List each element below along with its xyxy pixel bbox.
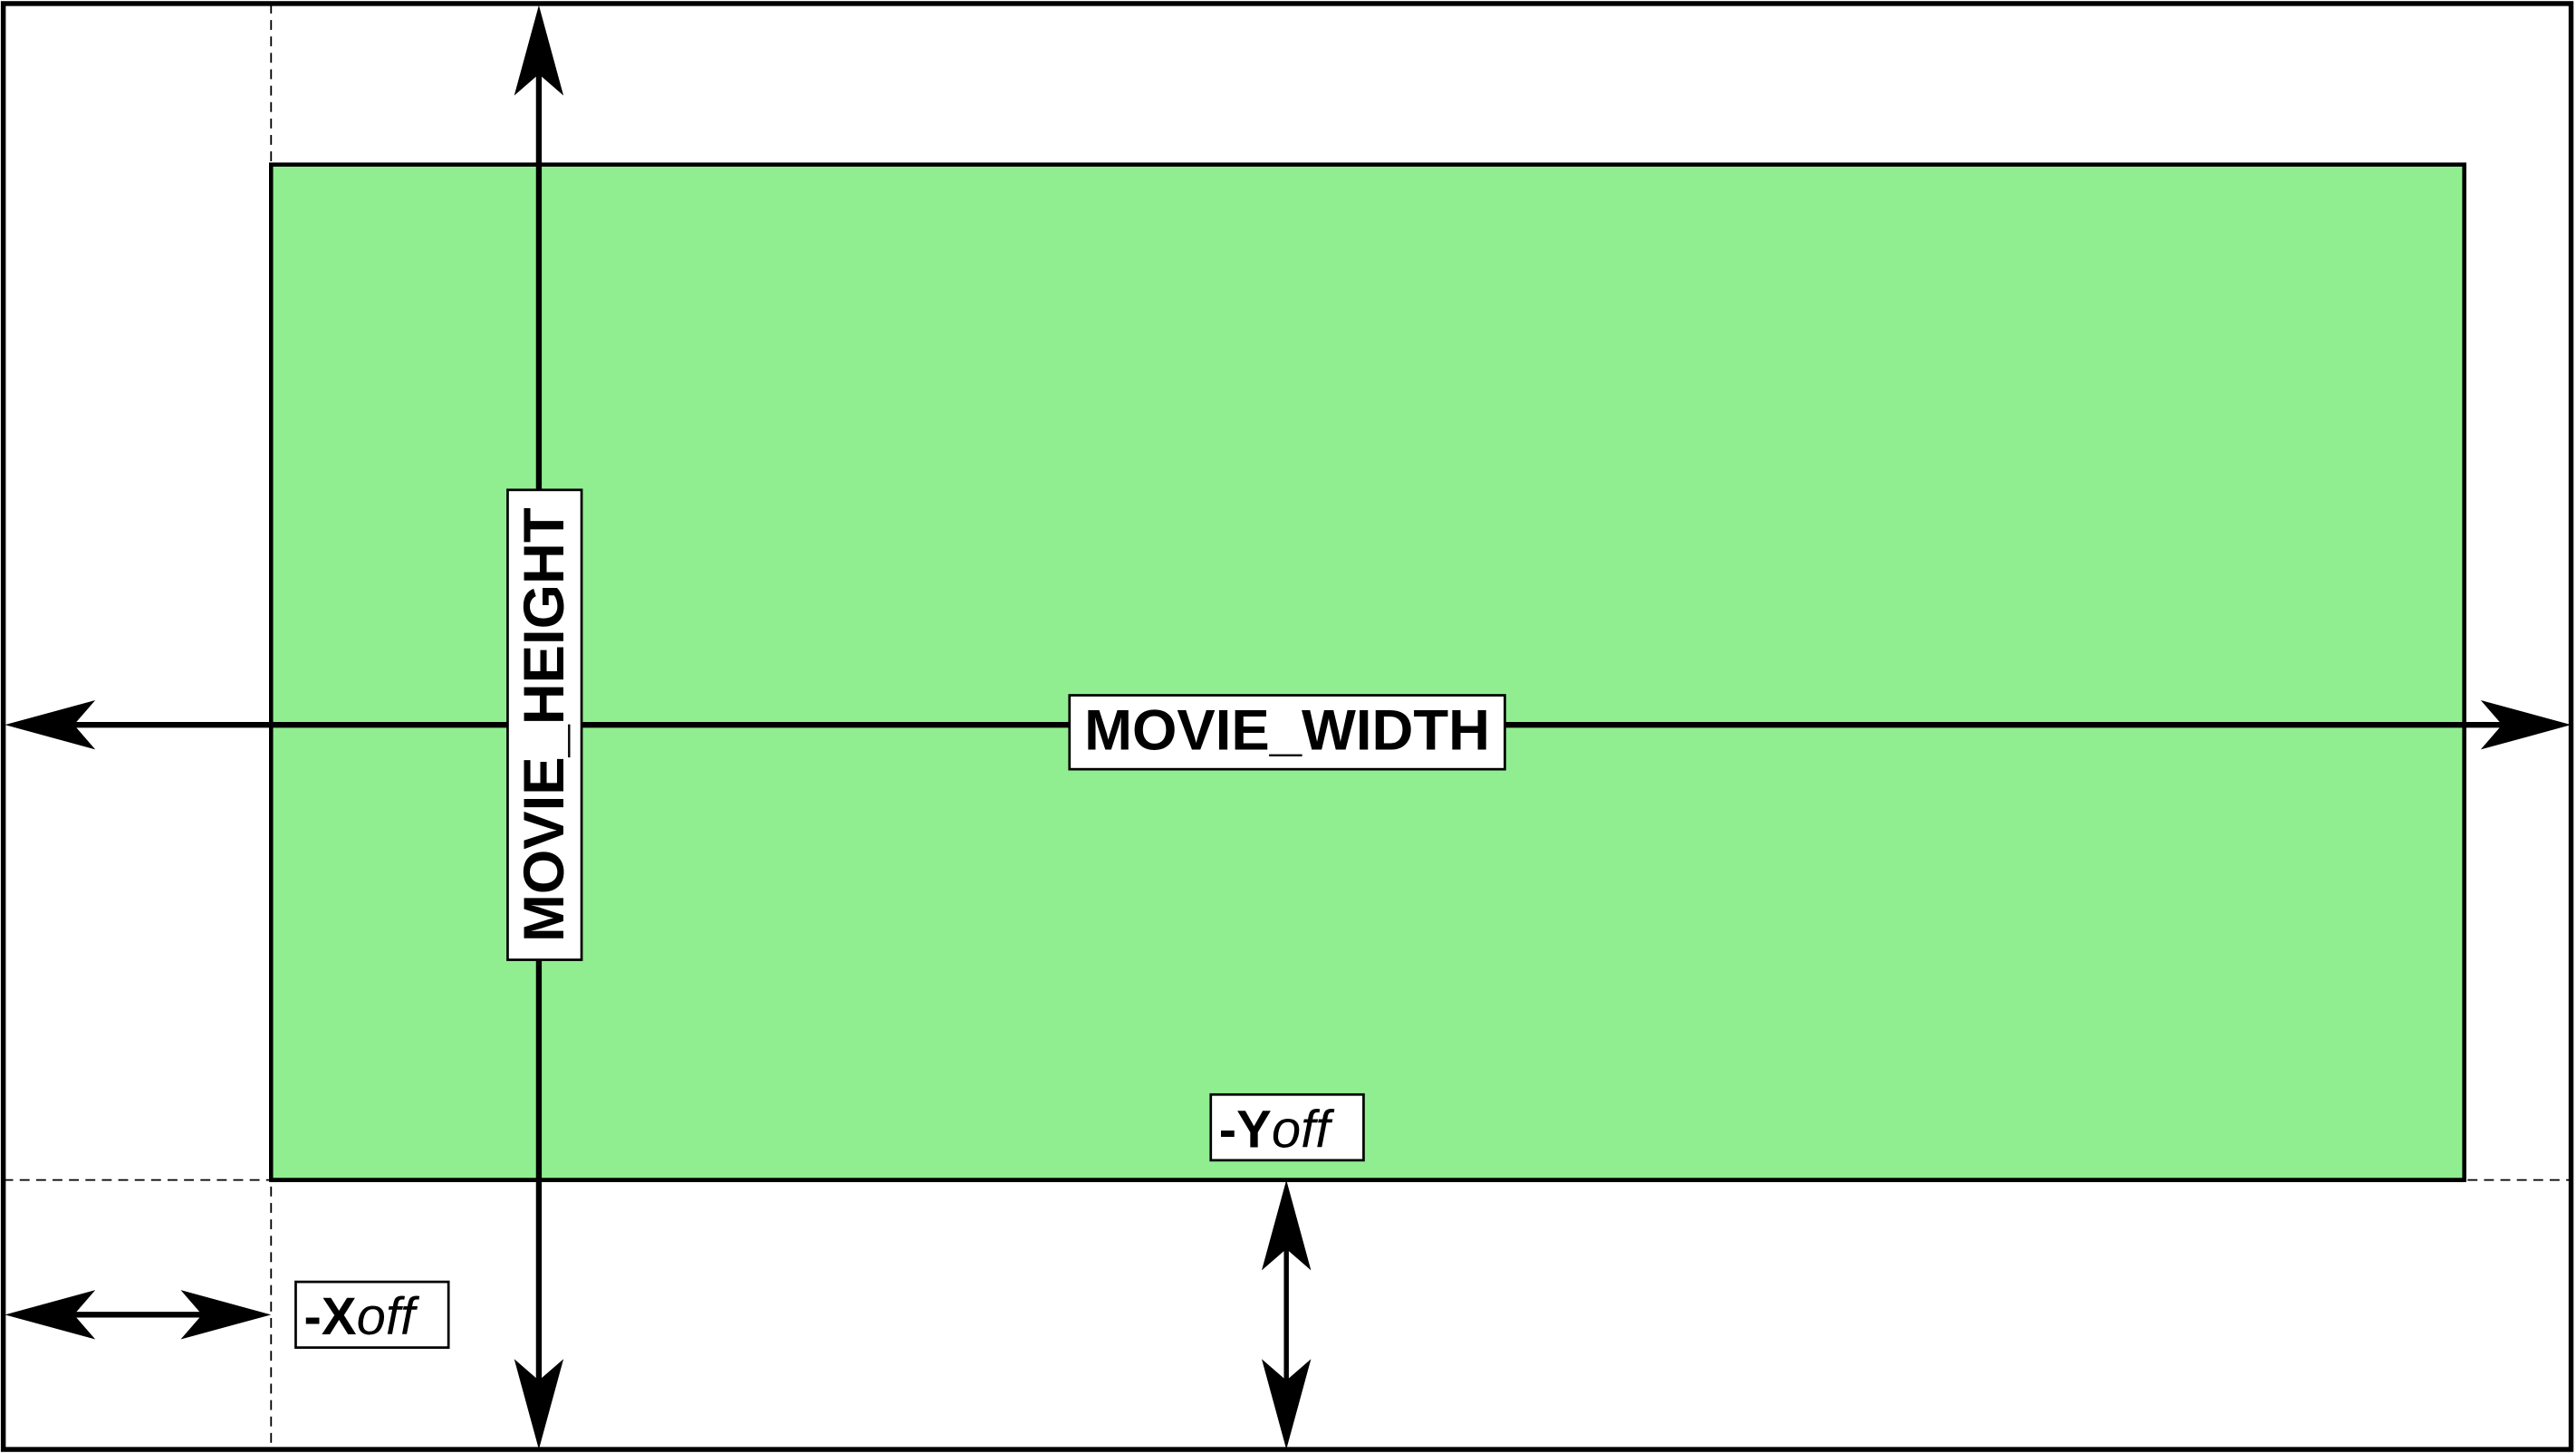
movie-area <box>269 162 2466 1182</box>
y-offset-label: -Yoff <box>1209 1092 1365 1162</box>
movie-width-label: MOVIE_WIDTH <box>1068 694 1506 771</box>
arrowhead-left <box>5 699 96 750</box>
svg-text:MOVIE_HEIGHT: MOVIE_HEIGHT <box>513 507 576 942</box>
svg-text:-Yoff: -Yoff <box>1219 1100 1335 1159</box>
arrowhead-up <box>514 5 564 96</box>
x-offset-label: -Xoff <box>294 1280 450 1349</box>
svg-text:MOVIE_WIDTH: MOVIE_WIDTH <box>1084 698 1490 762</box>
arrowhead-down <box>514 1359 564 1450</box>
movie-height-label: MOVIE_HEIGHT <box>506 488 583 961</box>
svg-text:-Xoff: -Xoff <box>304 1287 420 1346</box>
y-offset-arrow <box>1261 1179 1312 1450</box>
x-offset-arrow <box>5 1290 272 1340</box>
arrowhead-right <box>2480 699 2571 750</box>
